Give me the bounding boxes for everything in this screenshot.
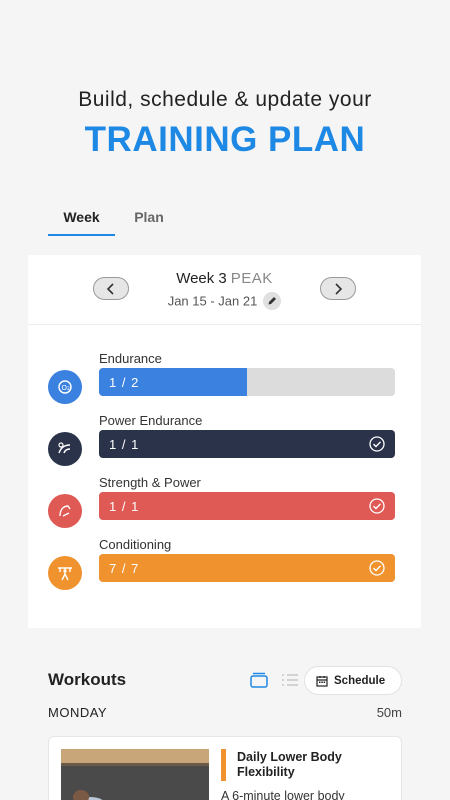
list-view-icon[interactable] (280, 671, 300, 689)
schedule-label: Schedule (334, 674, 386, 687)
schedule-button[interactable]: Schedule (304, 666, 402, 695)
category-label: Strength & Power (99, 475, 201, 490)
chevron-left-icon (106, 282, 114, 295)
progress-fill (99, 368, 247, 396)
category-label: Conditioning (99, 537, 172, 552)
day-label: MONDAY (48, 705, 108, 720)
progress-fill (99, 430, 395, 458)
date-range-text: Jan 15 - Jan 21 (167, 293, 258, 309)
workouts-title: Workouts (48, 670, 127, 689)
week-date-range: Jan 15 - Jan 21 (28, 292, 421, 311)
tab-plan[interactable]: Plan (134, 209, 164, 225)
card-view-icon[interactable] (249, 671, 269, 689)
check-circle-icon (369, 560, 385, 576)
workout-thumbnail (61, 749, 209, 800)
progress-bar: 7 / 7 (99, 554, 395, 582)
check-circle-icon (369, 498, 385, 514)
progress-fill (99, 554, 395, 582)
category-row-power-endurance[interactable]: Power Endurance 1 / 1 (28, 413, 421, 473)
workout-card[interactable]: Daily Lower Body Flexibility A 6-minute … (48, 736, 402, 800)
category-row-conditioning[interactable]: Conditioning 7 / 7 (28, 537, 421, 597)
calendar-icon (316, 675, 328, 687)
category-label: Endurance (99, 351, 162, 366)
progress-text: 7 / 7 (109, 561, 140, 576)
category-label: Power Endurance (99, 413, 203, 428)
workout-title: Daily Lower Body Flexibility (237, 750, 342, 779)
headline-emphasis: TRAINING PLAN (84, 120, 366, 159)
svg-text:O₂: O₂ (62, 384, 71, 392)
workout-accent-bar (221, 749, 226, 781)
chevron-right-icon (335, 282, 343, 295)
edit-week-button[interactable] (263, 292, 282, 310)
week-navigator: Week 3 PEAK Jan 15 - Jan 21 (28, 255, 421, 325)
endurance-icon: O₂ (48, 370, 82, 404)
tab-week[interactable]: Week (48, 206, 115, 236)
progress-text: 1 / 1 (109, 499, 140, 514)
progress-bar: 1 / 1 (99, 492, 395, 520)
check-circle-icon (369, 436, 385, 452)
headline: Build, schedule & update your (78, 88, 372, 111)
pencil-icon (268, 297, 277, 305)
workout-description: A 6-minute lower body (221, 789, 345, 800)
week-phase: PEAK (230, 270, 273, 287)
progress-bar: 1 / 1 (99, 430, 395, 458)
progress-text: 1 / 1 (109, 437, 140, 452)
week-card: Week 3 PEAK Jan 15 - Jan 21 O₂ Endurance … (28, 255, 421, 628)
next-week-button[interactable] (320, 277, 356, 300)
category-row-endurance[interactable]: O₂ Endurance 1 / 2 (28, 351, 421, 411)
category-row-strength-power[interactable]: Strength & Power 1 / 1 (28, 475, 421, 535)
day-duration: 50m (376, 705, 402, 720)
progress-bar: 1 / 2 (99, 368, 395, 396)
progress-text: 1 / 2 (109, 375, 140, 390)
strength-power-icon (48, 494, 82, 528)
week-title: Week 3 PEAK (28, 270, 421, 287)
power-endurance-icon (48, 432, 82, 466)
week-number: Week 3 (176, 270, 227, 287)
previous-week-button[interactable] (93, 277, 129, 300)
conditioning-icon (48, 556, 82, 590)
tab-bar: Week Plan (48, 206, 408, 236)
progress-fill (99, 492, 395, 520)
